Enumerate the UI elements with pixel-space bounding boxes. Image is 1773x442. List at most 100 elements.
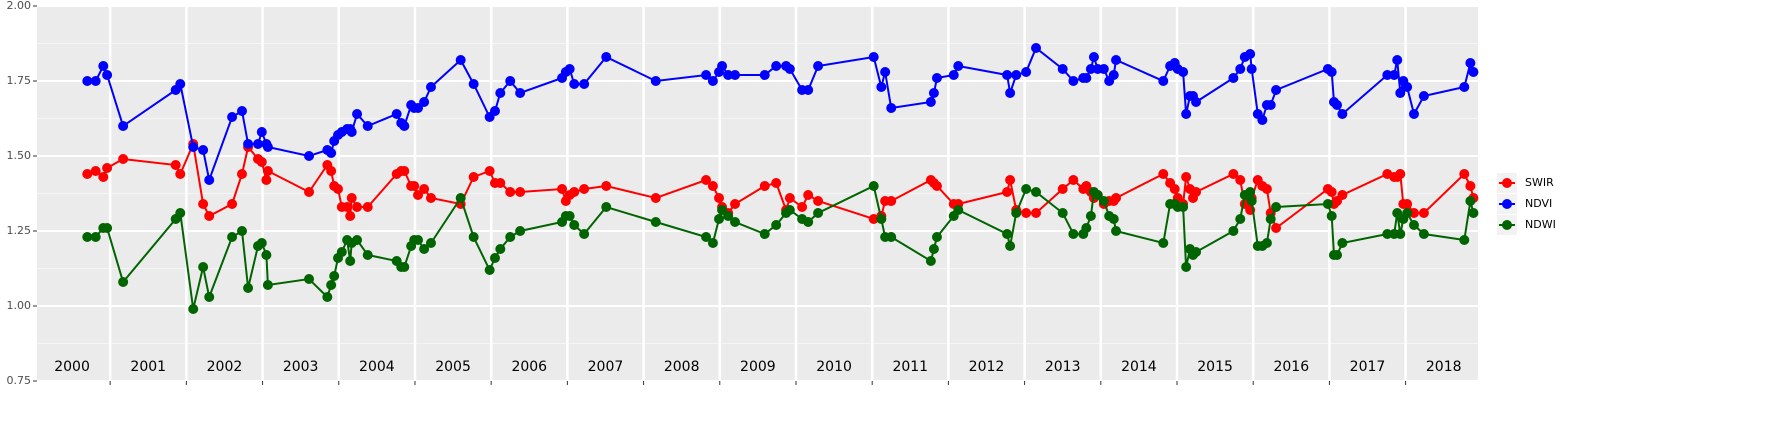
- point: [204, 211, 215, 221]
- point: [1235, 64, 1246, 74]
- point: [515, 187, 526, 197]
- legend-point: [1502, 220, 1512, 230]
- point: [650, 193, 661, 203]
- point: [175, 208, 186, 218]
- point: [227, 232, 238, 242]
- point: [1468, 67, 1479, 77]
- point: [1261, 238, 1272, 248]
- point: [1265, 214, 1276, 224]
- y-tick-label: 1.25: [7, 224, 32, 237]
- point: [601, 181, 612, 191]
- point: [468, 79, 479, 89]
- point: [1021, 67, 1032, 77]
- point: [236, 106, 247, 116]
- point: [236, 169, 247, 179]
- point: [118, 277, 129, 287]
- point: [876, 214, 887, 224]
- point: [256, 127, 267, 137]
- point: [1031, 43, 1042, 53]
- point: [1005, 175, 1016, 185]
- point: [1228, 73, 1239, 83]
- point: [90, 232, 101, 242]
- point: [102, 163, 113, 173]
- point: [1031, 208, 1042, 218]
- point: [601, 202, 612, 212]
- point: [345, 256, 356, 266]
- point: [730, 199, 741, 209]
- point: [1246, 196, 1257, 206]
- point: [1068, 229, 1079, 239]
- point: [813, 208, 824, 218]
- legend-point: [1502, 178, 1512, 188]
- point: [1158, 238, 1169, 248]
- point: [803, 85, 814, 95]
- point: [256, 238, 267, 248]
- point: [352, 235, 363, 245]
- point: [515, 226, 526, 236]
- point: [1271, 85, 1282, 95]
- point: [1158, 169, 1169, 179]
- point: [1246, 64, 1257, 74]
- year-label: 2008: [664, 359, 700, 375]
- point: [1191, 97, 1202, 107]
- point: [118, 154, 129, 164]
- year-label: 2006: [511, 359, 547, 375]
- point: [326, 148, 337, 158]
- year-label: 2016: [1273, 359, 1309, 375]
- point: [1465, 196, 1476, 206]
- point: [771, 178, 782, 188]
- point: [495, 178, 506, 188]
- point: [1257, 115, 1268, 125]
- point: [948, 70, 959, 80]
- y-tick-label: 2.00: [7, 0, 32, 12]
- point: [569, 79, 580, 89]
- point: [868, 181, 879, 191]
- point: [928, 244, 939, 254]
- point: [425, 238, 436, 248]
- point: [1408, 220, 1419, 230]
- point: [1326, 67, 1337, 77]
- point: [413, 103, 424, 113]
- point: [1178, 67, 1189, 77]
- point: [650, 217, 661, 227]
- point: [953, 205, 964, 215]
- point: [399, 121, 410, 131]
- year-label: 2000: [54, 359, 90, 375]
- point: [304, 151, 315, 161]
- point: [730, 70, 741, 80]
- point: [797, 202, 808, 212]
- point: [1081, 73, 1092, 83]
- point: [98, 61, 109, 71]
- point: [1382, 229, 1393, 239]
- point: [1465, 58, 1476, 68]
- point: [1271, 202, 1282, 212]
- point: [495, 244, 506, 254]
- point: [505, 187, 516, 197]
- point: [204, 292, 215, 302]
- point: [1002, 70, 1013, 80]
- point: [701, 70, 712, 80]
- year-label: 2010: [816, 359, 852, 375]
- point: [784, 205, 795, 215]
- point: [243, 283, 254, 293]
- point: [261, 250, 272, 260]
- point: [1068, 76, 1079, 86]
- point: [1459, 169, 1470, 179]
- point: [759, 70, 770, 80]
- point: [1418, 229, 1429, 239]
- point: [419, 184, 430, 194]
- point: [1382, 70, 1393, 80]
- point: [925, 256, 936, 266]
- point: [1228, 226, 1239, 236]
- point: [468, 232, 479, 242]
- point: [198, 262, 209, 272]
- point: [1092, 190, 1103, 200]
- point: [1389, 70, 1400, 80]
- point: [82, 169, 93, 179]
- point: [714, 214, 725, 224]
- point: [601, 52, 612, 62]
- point: [188, 304, 199, 314]
- point: [345, 211, 356, 221]
- point: [243, 139, 254, 149]
